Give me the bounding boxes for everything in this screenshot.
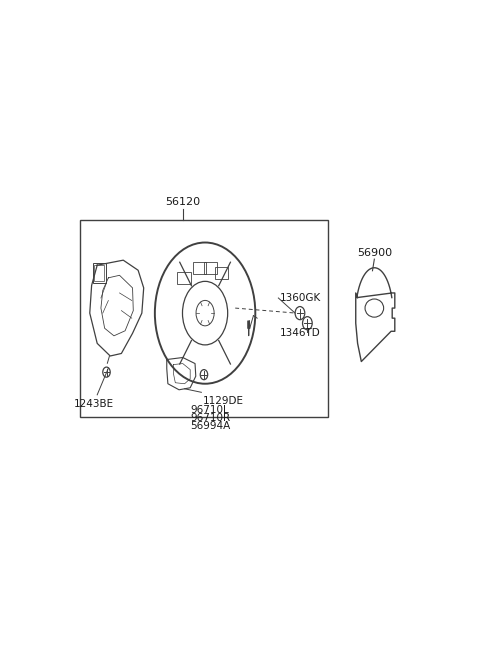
Text: 1243BE: 1243BE — [73, 399, 114, 409]
Bar — [93, 263, 106, 283]
Text: 96710L: 96710L — [190, 405, 229, 415]
Bar — [178, 272, 191, 284]
Bar — [215, 267, 228, 280]
Text: 56994A: 56994A — [190, 421, 230, 430]
Bar — [81, 220, 328, 417]
Text: 56900: 56900 — [357, 248, 392, 257]
Text: 96710R: 96710R — [190, 413, 230, 423]
Bar — [192, 262, 206, 274]
Bar — [94, 265, 104, 281]
Text: 1129DE: 1129DE — [203, 396, 244, 406]
Text: 1360GK: 1360GK — [279, 293, 321, 303]
Text: 1346TD: 1346TD — [279, 328, 320, 338]
Text: 56120: 56120 — [165, 197, 200, 207]
Bar — [204, 262, 217, 274]
